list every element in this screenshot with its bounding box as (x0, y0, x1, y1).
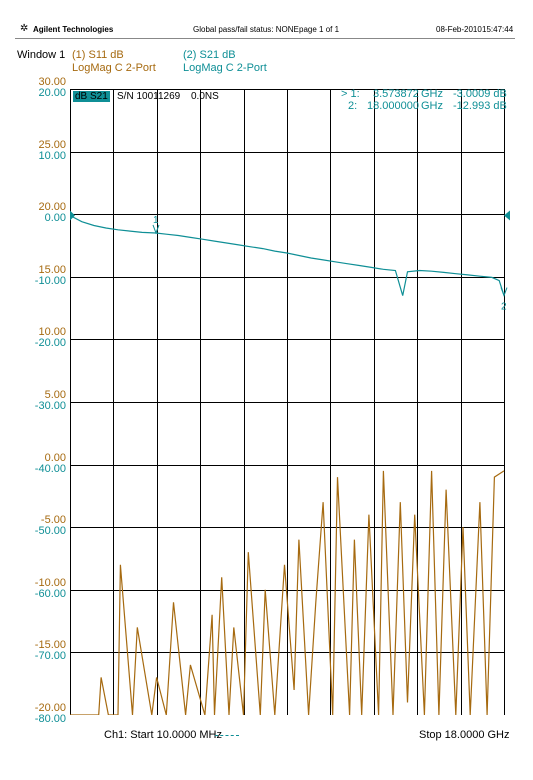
page-indicator: page 1 of 1 (299, 25, 340, 34)
s11-tick-label: -10.00 (34, 576, 66, 589)
marker2-label: 2: (348, 100, 358, 112)
s21-tick-label: -60.00 (34, 587, 66, 600)
grid (70, 89, 505, 715)
marker-triangle-icon (152, 224, 160, 235)
stop-frequency: Stop 18.0000 GHz (419, 729, 510, 741)
s21-tick-label: -80.00 (34, 713, 66, 725)
s21-tick-label: -20.00 (34, 337, 66, 350)
s11-tick-label: 20.00 (38, 201, 66, 214)
s21-trace-line (70, 214, 505, 296)
marker1-label: > 1: (341, 88, 360, 100)
s11-tick-label: 5.00 (44, 389, 66, 401)
reference-left-arrow-icon (70, 210, 75, 221)
s11-tick-label: -15.00 (34, 639, 66, 652)
trace2-format: LogMag C 2-Port (183, 62, 267, 74)
s11-tick-label: 15.00 (38, 263, 66, 276)
marker1-value: -3.0009 dB (453, 88, 507, 100)
marker2-value: -12.993 dB (453, 100, 507, 112)
marker2-unit: GHz (421, 100, 443, 112)
s21-tick-label: -50.00 (34, 525, 66, 538)
agilent-logo-icon: ✲ (20, 23, 29, 34)
pass-fail-status: Global pass/fail status: NONE (193, 25, 299, 34)
trace1-title: (1) S11 dB (72, 49, 124, 61)
start-frequency: Ch1: Start 10.0000 MHz (104, 729, 223, 741)
s21-tick-label: -30.00 (34, 400, 66, 412)
s11-tick-label: 0.00 (44, 451, 66, 464)
series-group (70, 214, 505, 715)
s21-tick-label: 0.00 (44, 212, 66, 225)
s21-tick-label: -10.00 (34, 274, 66, 287)
marker1-unit: GHz (421, 88, 443, 100)
marker-triangle-icon (500, 287, 508, 297)
marker-layer: 12 (70, 210, 510, 313)
trace-legend-line-icon (215, 735, 239, 736)
s21-tick-label: -40.00 (34, 462, 66, 475)
marker1-freq: 3.573872 (373, 88, 419, 100)
reference-right-arrow-icon (504, 210, 510, 221)
chart-plot: 12 (70, 89, 510, 715)
s11-tick-label: 25.00 (38, 138, 66, 151)
brand-name: Agilent Technologies (33, 25, 114, 34)
marker2-freq: 18.000000 (367, 100, 419, 112)
trace2-title: (2) S21 dB (183, 49, 236, 61)
s11-tick-label: 30.00 (38, 76, 66, 88)
date: 08-Feb-2010 (436, 25, 482, 34)
s21-tick-label: -70.00 (34, 650, 66, 663)
header-divider (15, 38, 515, 39)
electrical-delay: 0.0NS (191, 91, 219, 102)
trace1-format: LogMag C 2-Port (72, 62, 156, 74)
marker-number-label: 2 (501, 302, 507, 313)
window-label: Window 1 (17, 49, 66, 61)
trace-badge: dB S21 (73, 91, 110, 102)
s21-tick-label: 10.00 (38, 149, 66, 162)
s11-tick-label: -20.00 (34, 702, 66, 714)
s11-trace-line (70, 470, 505, 715)
s21-tick-label: 20.00 (38, 87, 66, 99)
time: 15:47:44 (482, 25, 514, 34)
s11-tick-label: -5.00 (40, 514, 66, 527)
marker-number-label: 1 (153, 215, 159, 226)
s11-tick-label: 10.00 (38, 326, 66, 339)
serial-number: S/N 10011269 (117, 91, 181, 102)
